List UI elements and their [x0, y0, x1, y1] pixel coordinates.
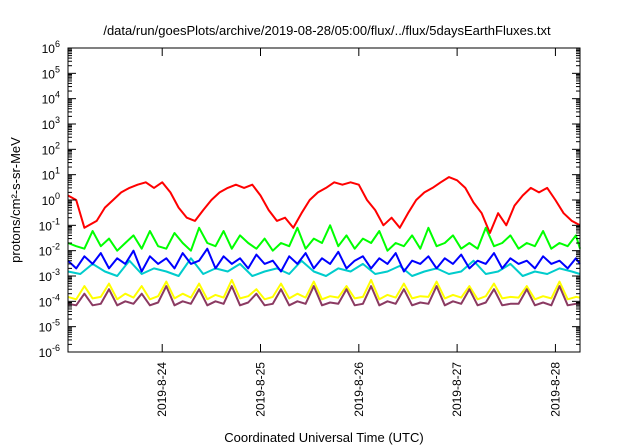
y-axis-title: protons/cm²-s-sr-MeV	[8, 137, 23, 263]
chart-title: /data/run/goesPlots/archive/2019-08-28/0…	[103, 23, 551, 38]
x-tick-label: 2019-8-26	[352, 362, 366, 417]
y-tick-label: 102	[42, 140, 60, 157]
y-tick-label: 10-3	[39, 267, 60, 284]
y-tick-label: 10-5	[39, 318, 60, 335]
series-line-5	[67, 278, 581, 301]
x-axis: 2019-8-24 2019-8-25 2019-8-26 2019-8-27 2019…	[155, 48, 562, 417]
y-tick-label: 10-6	[39, 343, 60, 360]
y-tick-label: 105	[42, 64, 60, 81]
y-tick-label: 100	[42, 191, 60, 208]
x-tick-label: 2019-8-24	[155, 362, 169, 417]
series-line-3	[67, 257, 581, 277]
x-tick-label: 2019-8-25	[254, 362, 268, 417]
series-line-1	[67, 176, 581, 234]
y-axis: 10-6 10-5 10-4 10-3 10-2 10-1 100 101 102 103 104 1…	[39, 39, 580, 360]
x-tick-label: 2019-8-27	[450, 362, 464, 417]
x-axis-title: Coordinated Universal Time (UTC)	[224, 430, 423, 445]
series-line-6	[67, 285, 580, 307]
y-tick-label: 10-1	[39, 216, 60, 233]
series-layer	[67, 176, 581, 307]
y-tick-label: 101	[42, 166, 60, 183]
y-tick-label: 104	[42, 90, 60, 107]
series-line-2	[67, 224, 581, 252]
series-line-4	[67, 247, 581, 273]
x-tick-label: 2019-8-28	[548, 362, 562, 417]
y-tick-label: 10-2	[39, 242, 60, 259]
y-tick-label: 103	[42, 115, 60, 132]
plot-frame	[67, 47, 581, 353]
y-tick-label: 106	[42, 39, 60, 56]
y-tick-label: 10-4	[39, 292, 60, 309]
